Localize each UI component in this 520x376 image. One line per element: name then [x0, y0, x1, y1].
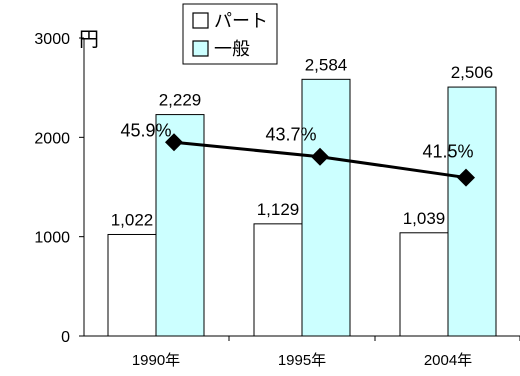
value-labels: 1,022 1,129 1,039 2,229 2,584 2,506 — [111, 55, 494, 229]
data-label: 2,584 — [305, 55, 348, 74]
ratio-point — [457, 168, 475, 187]
x-tick-label: 2004年 — [424, 352, 472, 369]
data-label: 1,129 — [257, 200, 300, 219]
data-label: 2,229 — [159, 91, 202, 110]
bar — [399, 232, 449, 337]
ratio-label: 41.5% — [422, 142, 473, 162]
legend-swatch-part — [192, 12, 209, 29]
bar — [155, 114, 205, 337]
bar — [253, 223, 303, 337]
legend-label-part: パート — [214, 11, 268, 31]
ratio-label: 45.9% — [120, 120, 171, 140]
y-tick-label: 3000 — [34, 31, 70, 48]
ratio-line — [165, 133, 475, 187]
legend-label-general: 一般 — [214, 39, 250, 59]
ratio-point — [311, 147, 329, 166]
bar — [107, 233, 157, 337]
bar — [301, 78, 351, 337]
bar — [447, 86, 497, 337]
data-label: 1,039 — [403, 209, 446, 228]
y-tick-label: 2000 — [34, 130, 70, 147]
data-label: 1,022 — [111, 210, 154, 229]
data-label: 2,506 — [451, 63, 494, 82]
legend-swatch-general — [192, 40, 209, 57]
y-tick-label: 0 — [61, 329, 70, 346]
x-tick-label: 1990年 — [132, 352, 180, 369]
y-unit-label: 円 — [79, 29, 99, 51]
ratio-label: 43.7% — [265, 125, 316, 145]
y-tick-label: 1000 — [34, 230, 70, 247]
x-tick-label: 1995年 — [278, 352, 326, 369]
ratio-labels: 45.9% 43.7% 41.5% — [120, 120, 473, 161]
legend: パート 一般 — [182, 3, 278, 65]
axes: 0 1000 2000 3000 1990年 1995年 2004年 — [34, 31, 520, 369]
bars — [107, 78, 497, 337]
ratio-point — [165, 133, 183, 152]
